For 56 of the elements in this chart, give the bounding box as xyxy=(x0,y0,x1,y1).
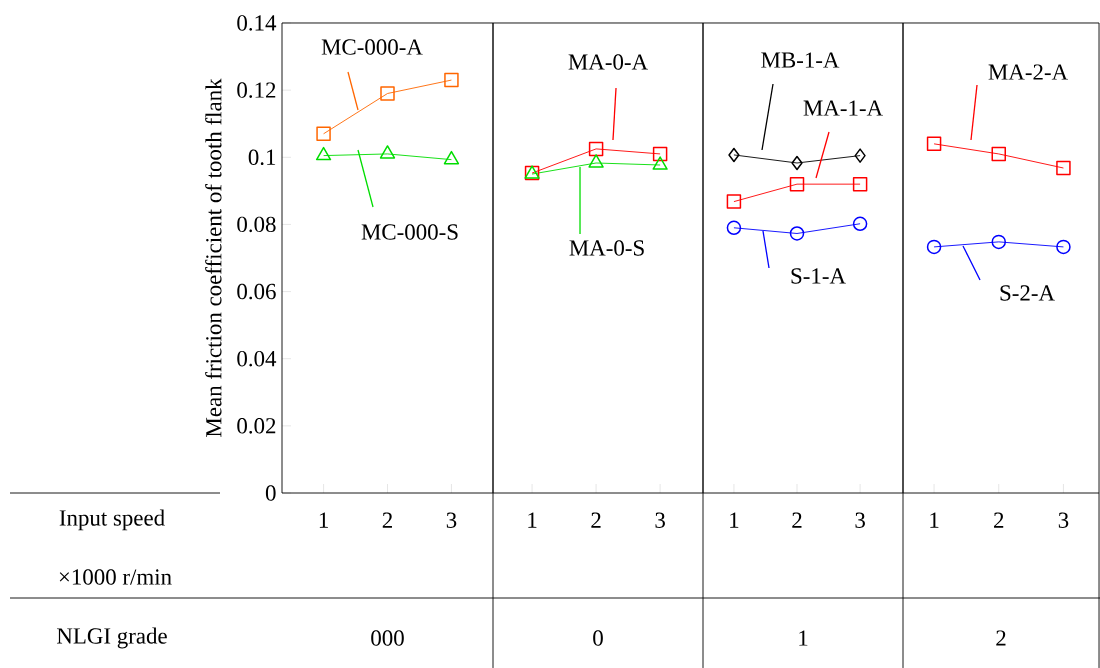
y-tick-label: 0.04 xyxy=(237,350,277,367)
point xyxy=(1056,160,1071,176)
x-axis-title: 0 xyxy=(593,630,603,646)
y-tick-label: 0.12 xyxy=(237,82,276,98)
point xyxy=(854,148,866,163)
series-label: S-1-A xyxy=(791,268,846,284)
point xyxy=(588,154,604,168)
text: MA-2-A xyxy=(988,64,1068,80)
text: MC-000-S xyxy=(361,224,458,240)
series-label: S-2-A xyxy=(1000,285,1055,301)
x-tick-label: 1 xyxy=(319,512,328,528)
x-axis-title: 2 xyxy=(996,630,1006,646)
y-axis-title: Mean friction coefficient of tooth flank xyxy=(205,78,222,437)
x-tick-label: 3 xyxy=(855,512,865,528)
text: MB-1-A xyxy=(761,52,840,68)
point xyxy=(726,220,742,236)
point xyxy=(789,226,805,241)
text: MA-0-S xyxy=(569,240,644,256)
text: NLGI grade xyxy=(56,627,167,649)
x-tick-label: 3 xyxy=(1058,512,1069,528)
point xyxy=(926,239,942,255)
x-tick-label: 2 xyxy=(591,512,601,528)
x-tick-label: 1 xyxy=(730,512,739,528)
y-tick-label: 0.02 xyxy=(237,418,276,434)
y-tick-label: 0.14 xyxy=(237,15,277,31)
point xyxy=(726,194,742,209)
y-tick-label: 0 xyxy=(265,485,276,501)
point xyxy=(1056,239,1071,255)
series-label: MC-000-A xyxy=(321,39,423,55)
point xyxy=(728,147,740,163)
y-tick-label: 0.06 xyxy=(237,283,276,300)
text: MA-0-A xyxy=(568,54,648,70)
text: Input speed xyxy=(59,509,165,531)
point xyxy=(926,136,942,152)
y-tick-label: 0.1 xyxy=(248,149,276,166)
text: ×1000 r/min xyxy=(59,569,172,585)
point xyxy=(791,155,803,171)
x-axis-title: 000 xyxy=(371,630,404,646)
x-tick-label: 2 xyxy=(792,512,802,528)
point xyxy=(991,234,1006,250)
x-tick-label: 2 xyxy=(382,512,392,528)
x-tick-label: 1 xyxy=(930,512,939,528)
point xyxy=(852,176,868,192)
x-tick-label: 1 xyxy=(528,512,537,528)
point xyxy=(588,141,604,157)
point xyxy=(652,146,668,162)
point xyxy=(652,156,668,170)
text: MA-1-A xyxy=(803,100,883,116)
x-tick-label: 2 xyxy=(994,512,1004,528)
point xyxy=(991,146,1006,162)
x-tick-label: 3 xyxy=(655,512,665,528)
x-axis-title: 1 xyxy=(799,630,808,646)
point xyxy=(852,216,868,231)
x-tick-label: 3 xyxy=(446,512,457,528)
y-tick-label: 0.08 xyxy=(237,216,276,233)
point xyxy=(789,176,805,192)
